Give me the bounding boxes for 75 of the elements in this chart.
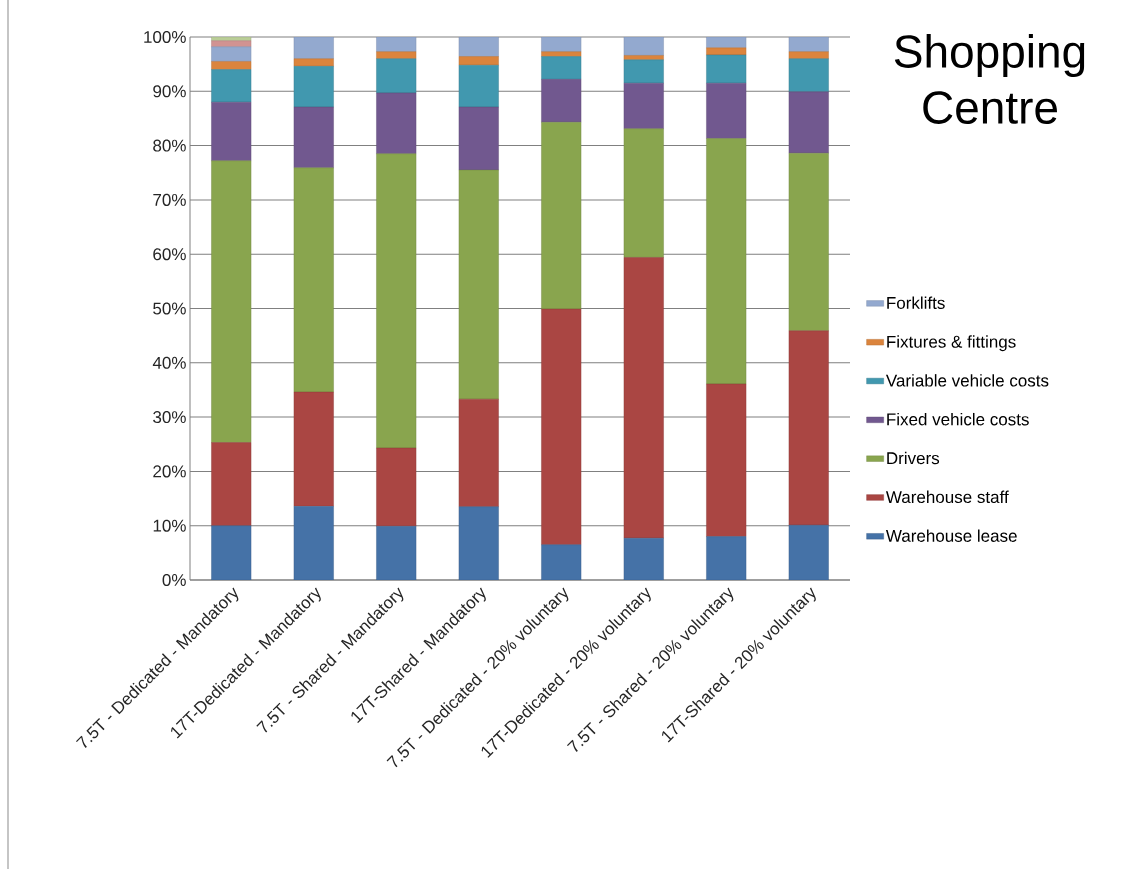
- bar: [788, 51, 829, 59]
- bar: [211, 525, 252, 580]
- bar: [788, 330, 829, 526]
- bar: [541, 79, 582, 123]
- y-tick-label: 80%: [153, 139, 186, 152]
- bar: [376, 526, 417, 580]
- text: Shopping Centre: [894, 34, 1085, 124]
- bar: [788, 91, 829, 154]
- y-tick-label: 90%: [153, 85, 186, 98]
- bar: [788, 36, 829, 52]
- y-tick-label: 100%: [144, 30, 186, 44]
- legend-label: Variable vehicle costs: [885, 374, 1049, 387]
- bar: [376, 58, 417, 94]
- bar: [623, 59, 664, 84]
- legend-label: Drivers: [887, 451, 940, 465]
- bar: [458, 398, 499, 507]
- bar: [788, 152, 829, 331]
- bar: [211, 442, 252, 526]
- bar: [706, 36, 747, 49]
- bar: [706, 54, 747, 84]
- bar: [458, 56, 499, 66]
- bar: [211, 46, 252, 62]
- bar: [458, 36, 499, 57]
- bar: [211, 69, 252, 103]
- bar: [293, 505, 334, 580]
- bar: [788, 524, 829, 580]
- bar: [541, 308, 582, 545]
- bar: [706, 82, 747, 139]
- bar: [541, 56, 582, 80]
- bar: [706, 47, 747, 56]
- y-tick-label: 70%: [153, 193, 186, 206]
- bar: [376, 447, 417, 527]
- bar: [623, 128, 664, 258]
- bar: [706, 536, 747, 580]
- bar: [376, 153, 417, 449]
- bar: [293, 106, 334, 169]
- bar: [541, 51, 582, 57]
- bar: [293, 36, 334, 59]
- bar: [706, 383, 747, 537]
- y-tick-label: 20%: [153, 465, 186, 478]
- bar: [211, 40, 252, 47]
- y-tick-label: 30%: [153, 411, 186, 424]
- bar: [541, 36, 582, 52]
- legend-label: Warehouse lease: [885, 529, 1017, 542]
- bar: [376, 92, 417, 154]
- bar: [623, 82, 664, 129]
- bar: [376, 51, 417, 59]
- bar: [541, 544, 582, 580]
- y-tick-label: 0%: [162, 573, 186, 587]
- y-tick-label: 40%: [152, 356, 186, 369]
- legend-label: Fixed vehicle costs: [887, 412, 1029, 426]
- y-tick-label: 50%: [153, 302, 186, 315]
- bar: [211, 160, 252, 443]
- bar: [293, 167, 334, 393]
- y-tick-label: 60%: [153, 248, 186, 261]
- bar: [541, 122, 582, 310]
- bar: [376, 36, 417, 52]
- bar: [211, 61, 252, 70]
- y-tick-label: 10%: [153, 519, 186, 532]
- bar: [458, 106, 499, 171]
- bar: [788, 58, 829, 93]
- legend-label: Fixtures & fittings: [887, 335, 1016, 352]
- bar: [458, 506, 499, 580]
- bar: [623, 537, 664, 580]
- legend-label: Warehouse staff: [885, 490, 1009, 504]
- bar: [623, 257, 664, 539]
- bar: [293, 391, 334, 507]
- bar: [706, 138, 747, 385]
- bar: [623, 36, 664, 56]
- bar: [211, 101, 252, 161]
- bar: [293, 66, 334, 108]
- bar: [458, 169, 499, 400]
- legend-label: Forklifts: [887, 296, 945, 309]
- bar: [458, 65, 499, 108]
- bar: [293, 58, 334, 67]
